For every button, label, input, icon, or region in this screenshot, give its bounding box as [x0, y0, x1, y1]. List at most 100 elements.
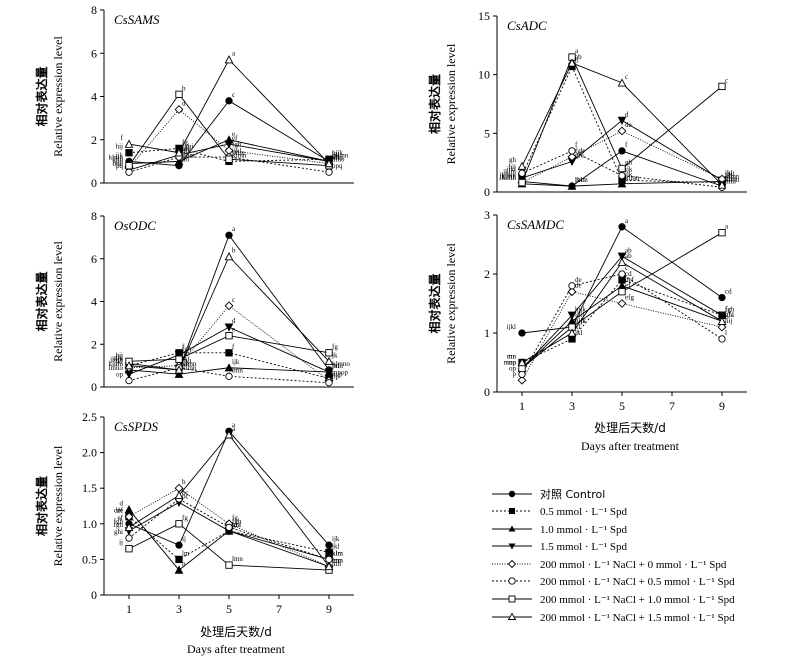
data-point — [324, 561, 334, 571]
significance-label: jklm — [574, 176, 588, 184]
significance-label: mno — [504, 358, 517, 366]
legend-marker-spd-1-5 — [508, 543, 516, 550]
significance-label: de — [575, 282, 582, 290]
data-point — [224, 55, 234, 64]
significance-label: opq — [113, 160, 124, 168]
y-tick-label: 3 — [484, 208, 490, 222]
series-line-6 — [521, 150, 723, 188]
significance-label: a — [232, 425, 236, 433]
legend-label-nacl-0-5: 200 mmol · L⁻¹ NaCl + 0.5 mmol · L⁻¹ Spd — [540, 576, 735, 588]
significance-label: ijk — [116, 151, 124, 159]
significance-label: ghi — [232, 521, 241, 529]
significance-label: f — [121, 134, 124, 142]
y-tick-label: 2.5 — [82, 410, 97, 424]
significance-label: e — [232, 130, 235, 138]
data-point — [325, 379, 333, 387]
significance-label: b — [232, 247, 236, 255]
series-line-5 — [521, 291, 723, 381]
y-tick-label: 10 — [478, 68, 490, 82]
significance-label: klmn — [725, 173, 740, 181]
significance-label: a — [625, 217, 629, 225]
significance-label: c — [232, 91, 235, 99]
significance-label: jklmn — [499, 171, 517, 179]
significance-label: klmn — [625, 174, 640, 182]
x-tick-label: 9 — [719, 399, 725, 413]
significance-label: ijkl — [507, 323, 516, 331]
data-point — [567, 152, 577, 162]
series-line-5 — [128, 305, 330, 381]
significance-label: klmn — [109, 154, 124, 162]
data-point — [618, 223, 626, 231]
data-point — [518, 329, 526, 337]
series-line-5 — [521, 130, 723, 184]
significance-label: ghi — [114, 353, 123, 361]
data-point — [125, 162, 133, 170]
data-point — [717, 311, 727, 320]
legend-label-spd-1-0: 1.0 mmol · L⁻¹ Spd — [540, 524, 628, 536]
significance-label: ab — [625, 246, 632, 254]
significance-label: klmn — [502, 174, 517, 182]
legend-label-control: 对照 Control — [540, 487, 605, 501]
series-line-5 — [128, 487, 330, 567]
legend-label-spd-1-5: 1.5 mmol · L⁻¹ Spd — [540, 541, 628, 553]
significance-label: ijkl — [725, 170, 734, 178]
significance-label: hij — [725, 317, 732, 325]
significance-label: fg — [232, 514, 238, 522]
significance-label: mn — [507, 353, 516, 361]
data-point — [618, 164, 626, 173]
data-point — [224, 140, 234, 149]
series-line-8 — [128, 58, 330, 164]
significance-label: ef — [232, 134, 238, 142]
legend: 对照 Control 0.5 mmol · L⁻¹ Spd 1.0 mmol ·… — [492, 487, 735, 624]
data-point — [617, 299, 627, 308]
significance-label: ijk — [116, 356, 124, 364]
significance-label: lmn — [332, 154, 343, 162]
y-axis-label-en: Relative expression level — [51, 36, 65, 157]
significance-label: kl — [575, 323, 581, 331]
data-point — [174, 490, 184, 499]
data-point — [125, 149, 133, 157]
significance-label: jkl — [724, 171, 732, 179]
series-line-7 — [521, 55, 723, 183]
y-tick-label: 8 — [91, 3, 97, 17]
significance-label: klmn — [109, 360, 124, 368]
data-point — [518, 169, 526, 177]
significance-label: b — [575, 56, 579, 64]
data-point — [125, 534, 133, 542]
significance-label: hijk — [575, 317, 586, 325]
xlabel-en-left: Days after treatment — [187, 642, 286, 656]
significance-label: ghi — [232, 521, 241, 529]
significance-label: hij — [116, 351, 123, 359]
significance-label: hijk — [575, 305, 586, 313]
significance-label: lmn — [232, 555, 243, 563]
chart-title: CsSAMS — [114, 12, 160, 27]
significance-label: f — [182, 343, 185, 351]
data-point — [567, 328, 577, 337]
significance-label: n — [182, 560, 186, 568]
series-line-8 — [521, 261, 723, 363]
legend-marker-nacl-1-5 — [507, 612, 517, 620]
series-line-6 — [128, 156, 330, 173]
significance-label: d — [120, 500, 124, 508]
series-line-3 — [521, 180, 723, 187]
significance-label: de — [625, 121, 632, 129]
significance-label: fg — [182, 514, 188, 522]
significance-label: jkl — [574, 329, 582, 337]
data-point — [617, 252, 627, 261]
series-line-4 — [128, 143, 330, 171]
data-point — [124, 361, 134, 370]
significance-label: def — [625, 276, 635, 284]
significance-label: lmn — [332, 557, 343, 565]
series-line-5 — [128, 108, 330, 169]
data-point — [618, 171, 626, 180]
series-line-3 — [128, 509, 330, 571]
legend-marker-nacl-0-5 — [508, 577, 516, 585]
significance-label: ijk — [332, 151, 340, 159]
data-point — [174, 565, 184, 574]
significance-label: ijk — [625, 166, 633, 174]
data-point — [225, 561, 233, 569]
significance-label: ijk — [182, 360, 190, 368]
significance-label: hij — [509, 163, 516, 171]
significance-label: a — [232, 50, 236, 58]
significance-label: d — [232, 317, 236, 325]
